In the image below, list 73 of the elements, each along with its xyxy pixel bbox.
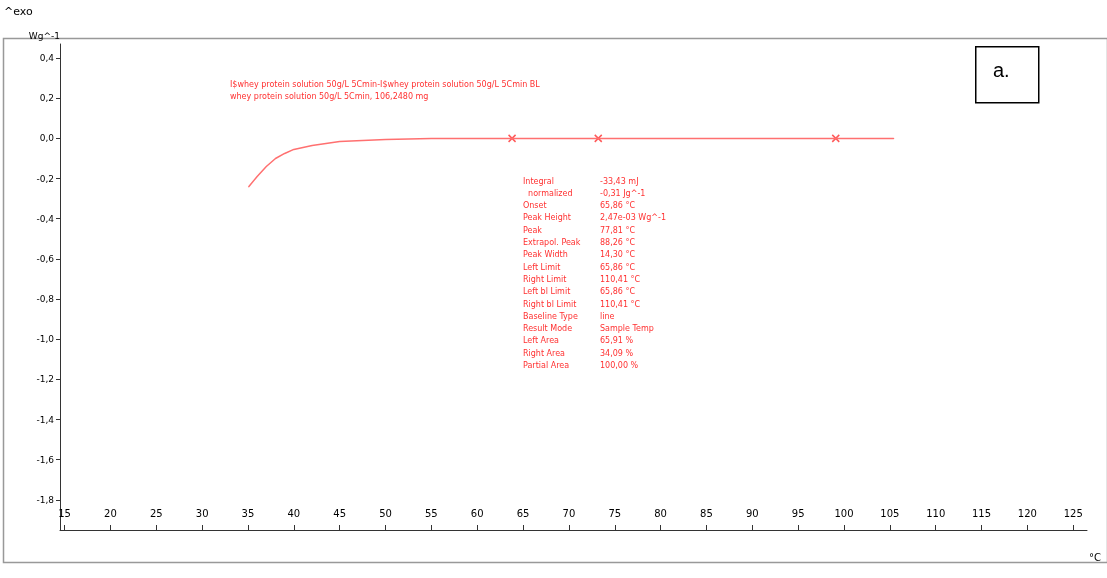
y-tick-label: -1,8 — [36, 494, 55, 505]
text: Peak — [523, 225, 542, 235]
x-tick-label: 100 — [834, 507, 854, 519]
x-tick-label: 20 — [104, 507, 117, 519]
x-tick-label: 35 — [241, 507, 255, 519]
text: Left Area — [523, 336, 560, 346]
y-tick-label: -0,8 — [36, 294, 55, 305]
text: Extrapol. Peak — [523, 238, 581, 247]
x-tick-label: 85 — [700, 507, 713, 519]
x-tick-label: 105 — [880, 507, 900, 519]
y-axis-title: Wg^-1 — [28, 30, 60, 41]
x-tick-label: 90 — [745, 507, 759, 519]
text: 65,86 °C — [600, 287, 636, 297]
y-tick-label: -1,0 — [36, 334, 55, 345]
x-tick-label: 55 — [425, 507, 438, 519]
x-tick-label: 75 — [608, 507, 622, 519]
text: 65,91 % — [600, 336, 634, 346]
text: Right Area — [523, 348, 566, 358]
text: 110,41 °C — [600, 299, 641, 309]
text: normalized — [528, 188, 573, 198]
annotation: I$whey protein solution 50g/L 5Cmin-I$whey protein solution 50g/L 5Cmin BL — [230, 79, 541, 89]
text: line — [600, 311, 615, 321]
y-tick-label: -1,4 — [36, 414, 55, 425]
x-tick-label: 110 — [926, 507, 946, 519]
y-tick-label: 0,2 — [39, 93, 54, 104]
x-tick-label: 115 — [972, 507, 992, 519]
text: 100,00 % — [600, 361, 639, 370]
y-tick-label: -1,2 — [36, 374, 54, 385]
text: 110,41 °C — [600, 274, 641, 284]
x-tick-label: 80 — [654, 507, 667, 519]
x-tick-label: 40 — [287, 507, 301, 519]
text: 34,09 % — [600, 348, 634, 358]
y-tick-label: -0,2 — [36, 173, 54, 184]
x-tick-label: 45 — [333, 507, 347, 519]
text: Baseline Type — [523, 311, 578, 321]
text: Onset — [523, 201, 547, 211]
text: Integral — [523, 176, 554, 186]
text: 88,26 °C — [600, 238, 636, 247]
text: Right Limit — [523, 274, 567, 284]
annotation: a. — [993, 59, 1010, 81]
x-axis-title: °C — [1089, 551, 1101, 563]
text: 65,86 °C — [600, 201, 636, 211]
x-tick-label: 65 — [516, 507, 530, 519]
y-tick-label: 0,0 — [39, 133, 55, 144]
text: Left Limit — [523, 262, 561, 272]
text: Result Mode — [523, 324, 573, 334]
x-tick-label: 70 — [562, 507, 576, 519]
text: 14,30 °C — [600, 250, 636, 260]
text: -33,43 mJ — [600, 176, 639, 186]
y-tick-label: 0,4 — [39, 53, 55, 64]
x-tick-label: 60 — [470, 507, 484, 519]
text: ^exo — [4, 5, 33, 18]
x-tick-label: 50 — [379, 507, 392, 519]
text: 77,81 °C — [600, 225, 636, 235]
line-series — [248, 137, 895, 188]
x-tick-label: 25 — [149, 507, 163, 519]
annotation: whey protein solution 50g/L 5Cmin, 106,2480 mg — [230, 91, 429, 101]
x-tick-label: 95 — [791, 507, 805, 519]
text: Partial Area — [523, 361, 570, 370]
text: 2,47e-03 Wg^-1 — [600, 213, 667, 223]
y-tick-label: -0,6 — [36, 253, 55, 264]
text: Left bl Limit — [523, 287, 571, 297]
x-tick-label: 30 — [195, 507, 209, 519]
y-tick-label: -1,6 — [36, 454, 55, 465]
text: 65,86 °C — [600, 262, 636, 272]
text: Peak Height — [523, 213, 571, 223]
text: Sample Temp — [600, 324, 654, 334]
x-tick-label: 125 — [1063, 507, 1083, 519]
y-tick-label: -0,4 — [36, 213, 55, 224]
x-tick-label: 120 — [1017, 507, 1037, 519]
text: -0,31 Jg^-1 — [600, 188, 646, 198]
text: Right bl Limit — [523, 299, 577, 309]
text: Peak Width — [523, 250, 568, 260]
